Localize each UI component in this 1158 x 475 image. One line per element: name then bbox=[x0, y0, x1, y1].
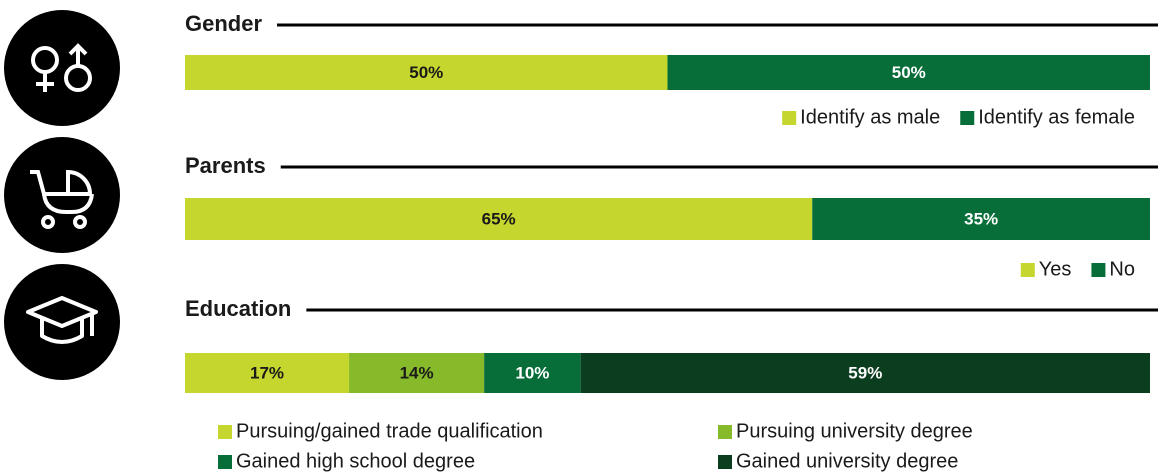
legend-swatch bbox=[218, 425, 232, 439]
gender-icon bbox=[4, 10, 120, 126]
bar-segment bbox=[667, 55, 1150, 90]
value-label: 35% bbox=[964, 209, 998, 228]
legend-label: Identify as male bbox=[800, 106, 940, 128]
bar-segment bbox=[580, 353, 1150, 393]
legend-swatch bbox=[1091, 263, 1106, 277]
legend-label: No bbox=[1109, 258, 1135, 280]
value-label: 65% bbox=[482, 209, 516, 228]
legend-swatch bbox=[718, 455, 732, 469]
section-title: Education bbox=[185, 296, 291, 321]
value-label: 10% bbox=[515, 363, 549, 382]
value-label: 14% bbox=[400, 363, 434, 382]
legend-swatch bbox=[1020, 263, 1035, 277]
value-label: 50% bbox=[409, 63, 443, 82]
legend-label: Gained high school degree bbox=[236, 450, 475, 472]
legend-label: Identify as female bbox=[978, 106, 1135, 128]
value-label: 50% bbox=[892, 63, 926, 82]
bar-segment bbox=[185, 353, 350, 393]
bar-segment bbox=[185, 198, 813, 240]
legend-label: Gained university degree bbox=[736, 450, 958, 472]
bar-segment bbox=[349, 353, 485, 393]
legend-swatch bbox=[960, 111, 975, 125]
stroller-icon bbox=[4, 137, 120, 253]
graduation-icon bbox=[4, 264, 120, 380]
value-label: 17% bbox=[250, 363, 284, 382]
section-title: Gender bbox=[185, 11, 262, 36]
bar-segment bbox=[812, 198, 1150, 240]
legend-swatch bbox=[782, 111, 797, 125]
legend-swatch bbox=[718, 425, 732, 439]
legend-label: Pursuing/gained trade qualification bbox=[236, 420, 543, 442]
bar-segment bbox=[185, 55, 668, 90]
bar-segment bbox=[484, 353, 581, 393]
section-title: Parents bbox=[185, 153, 266, 178]
legend-label: Pursuing university degree bbox=[736, 420, 973, 442]
legend-swatch bbox=[218, 455, 232, 469]
legend-label: Yes bbox=[1039, 258, 1072, 280]
value-label: 59% bbox=[848, 363, 882, 382]
